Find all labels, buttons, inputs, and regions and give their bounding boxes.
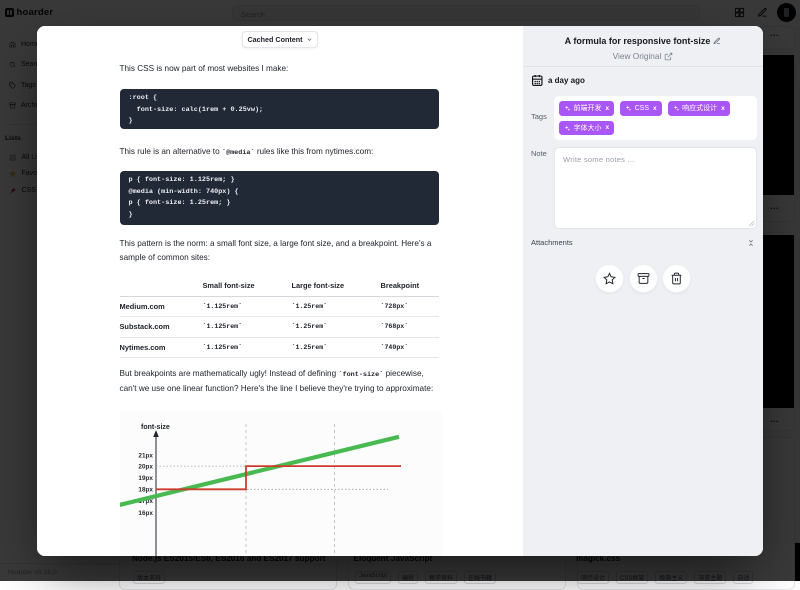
- svg-text:17px: 17px: [138, 498, 153, 505]
- svg-text:16px: 16px: [138, 510, 153, 517]
- svg-text:font-size: font-size: [141, 424, 170, 431]
- svg-text:20px: 20px: [138, 463, 153, 470]
- svg-text:21px: 21px: [138, 452, 153, 459]
- svg-text:19px: 19px: [138, 475, 153, 482]
- svg-text:18px: 18px: [138, 487, 153, 494]
